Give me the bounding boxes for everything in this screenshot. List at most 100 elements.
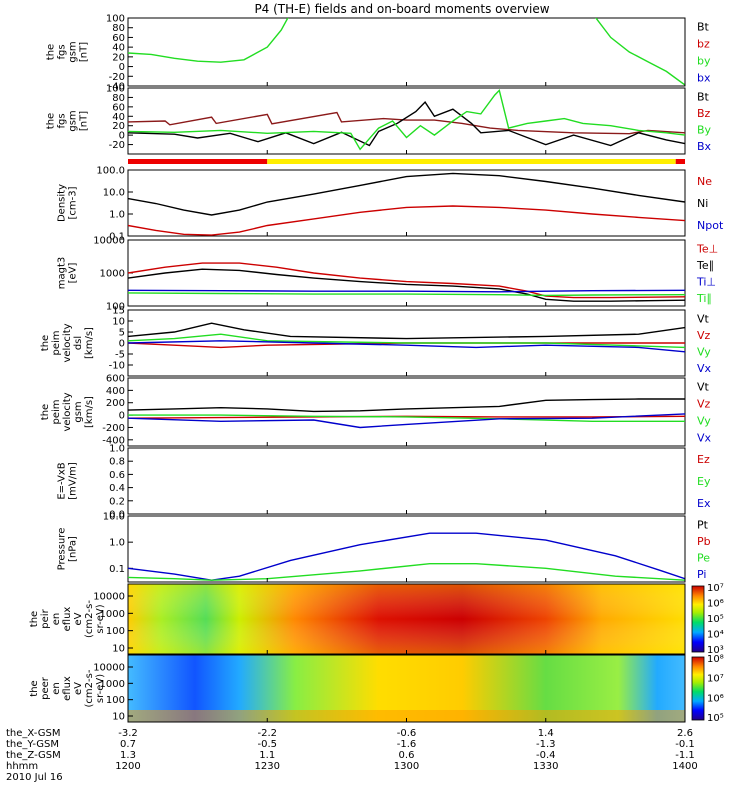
mode-ribbon-segment xyxy=(675,159,685,164)
series-line-green xyxy=(128,89,685,151)
y-tick-label: -40 xyxy=(109,82,125,93)
legend-entry: Te∥ xyxy=(696,259,714,272)
legend-entry: Pb xyxy=(697,535,711,548)
panel-frame xyxy=(127,515,686,583)
legend-entry: Pt xyxy=(697,518,709,531)
panel-frame xyxy=(127,169,686,237)
y-tick-label: 80 xyxy=(112,23,125,34)
y-axis-label-line: gsm xyxy=(68,41,79,62)
series-group xyxy=(128,89,685,151)
axis-row-value: -3.2 xyxy=(118,728,138,739)
axis-row-value: -0.4 xyxy=(536,750,556,761)
y-axis-label-line: [eV] xyxy=(68,263,79,284)
y-tick-label: 200 xyxy=(106,398,125,409)
y-tick-label: 100.0 xyxy=(96,166,125,177)
series-line-Vt xyxy=(128,322,685,340)
legend-entry: Vx xyxy=(697,432,712,445)
colorbar-tick-label: 10⁵ xyxy=(707,614,724,625)
y-tick-label: -20 xyxy=(109,140,125,151)
y-axis-label-line: peim xyxy=(51,330,62,355)
legend-entry: Ne xyxy=(697,175,712,188)
panel-7: 0.0 0.2 0.4 0.6 0.8 1.0 E=-VxB [mV/m] Ez Ey Ex xyxy=(57,444,711,521)
legend-entry: bz xyxy=(697,38,710,51)
series-line-Vx xyxy=(128,340,685,353)
y-axis-label-line: gsm xyxy=(68,110,79,131)
y-axis-label-line: fgs xyxy=(57,113,68,128)
legend-entry: Bt xyxy=(697,21,710,34)
y-tick-label: 10 xyxy=(112,644,125,655)
axis-row-value: 2.6 xyxy=(677,728,693,739)
y-axis-label-line: en xyxy=(51,682,62,695)
y-tick-label: 10.0 xyxy=(103,512,125,523)
panel-10: 10⁵ 10⁶ 10⁷ 10⁸ 10 100 1000 10000 the peer en eflux… xyxy=(29,654,724,724)
y-tick-label: 1000 xyxy=(100,679,125,690)
y-axis-label-line: peir xyxy=(40,608,51,628)
axis-row-value: 0.6 xyxy=(399,750,415,761)
axis-row-value: -0.6 xyxy=(397,728,417,739)
y-tick-label: 600 xyxy=(106,374,125,385)
colorbar-tick-label: 10⁷ xyxy=(707,583,724,594)
y-axis-label-line: E=-VxB xyxy=(57,462,68,499)
axis-row-label: the_Z-GSM xyxy=(6,750,61,761)
y-axis-label-line: en xyxy=(51,613,62,626)
y-tick-label: 1000 xyxy=(100,609,125,620)
colorbar-tick-label: 10³ xyxy=(707,645,724,656)
panel-frame xyxy=(127,87,686,155)
legend-entry: By xyxy=(697,123,712,136)
legend-entry: by xyxy=(697,55,711,68)
y-tick-label: 40 xyxy=(112,112,125,123)
y-tick-label: 10000 xyxy=(93,663,125,674)
series-line-Ti∥ xyxy=(128,292,685,297)
y-axis-label-line: [nT] xyxy=(79,42,90,62)
axis-row-label: the_X-GSM xyxy=(6,728,60,739)
panel-9: 10³ 10⁴ 10⁵ 10⁶ 10⁷ 10 100 1000 10000 the peir en ef… xyxy=(29,583,724,656)
series-line-Vt xyxy=(128,398,685,413)
series-line-Vy xyxy=(128,333,685,349)
y-axis-label-line: velocity xyxy=(62,323,73,362)
y-axis-label-line: eV xyxy=(73,682,84,695)
colorbar-tick-label: 10⁷ xyxy=(707,674,724,685)
axis-row-value: -1.1 xyxy=(675,750,695,761)
date-label: 2010 Jul 16 xyxy=(6,772,63,783)
y-axis-label-line: fgs xyxy=(57,44,68,59)
y-tick-label: 100 xyxy=(106,302,125,313)
y-tick-label: -200 xyxy=(102,423,125,434)
legend-entry: Ti∥ xyxy=(696,292,712,305)
y-axis-label-line: the xyxy=(40,404,51,420)
legend-entry: Vz xyxy=(697,329,711,342)
series-group xyxy=(128,262,685,302)
y-axis-label-line: peim xyxy=(51,399,62,424)
y-tick-label: 60 xyxy=(112,33,125,44)
panel-8: 0.1 1.0 10.0 Pressure [nPa] Pt Pb Pe Pi xyxy=(57,512,711,583)
series-group xyxy=(128,322,685,353)
y-tick-label: 1.0 xyxy=(109,210,125,221)
series-line-Vy xyxy=(128,414,685,422)
y-tick-label: 100 xyxy=(106,14,125,25)
y-tick-label: 0.1 xyxy=(109,564,125,575)
legend-entry: Ez xyxy=(697,453,710,466)
axis-row-value: -2.2 xyxy=(257,728,277,739)
y-tick-label: 0 xyxy=(119,62,125,73)
y-tick-label: -400 xyxy=(102,435,125,446)
legend-entry: Vt xyxy=(697,312,710,325)
y-tick-label: 0 xyxy=(119,339,125,350)
legend-entry: Ex xyxy=(697,497,711,510)
y-axis-label-line: magt3 xyxy=(57,257,68,290)
y-tick-label: 0.6 xyxy=(109,470,125,481)
mode-ribbon-segment xyxy=(267,159,676,164)
y-axis-label-line: the xyxy=(46,44,57,60)
legend-entry: bx xyxy=(697,72,711,85)
series-line-Pe xyxy=(128,563,685,581)
y-tick-label: 15 xyxy=(112,306,125,317)
series-group xyxy=(128,532,685,581)
y-axis-label-line: [mV/m] xyxy=(68,462,79,500)
colorbar-tick-label: 10⁶ xyxy=(707,599,724,610)
y-tick-label: 0.1 xyxy=(109,232,125,243)
colorbar-tick-label: 10⁵ xyxy=(707,713,724,724)
series-line-darkred xyxy=(128,111,685,135)
axis-row-label: hhmm xyxy=(6,761,38,772)
y-axis-label-line: [cm-3] xyxy=(68,186,79,219)
legend-entry: Npot xyxy=(697,219,724,232)
